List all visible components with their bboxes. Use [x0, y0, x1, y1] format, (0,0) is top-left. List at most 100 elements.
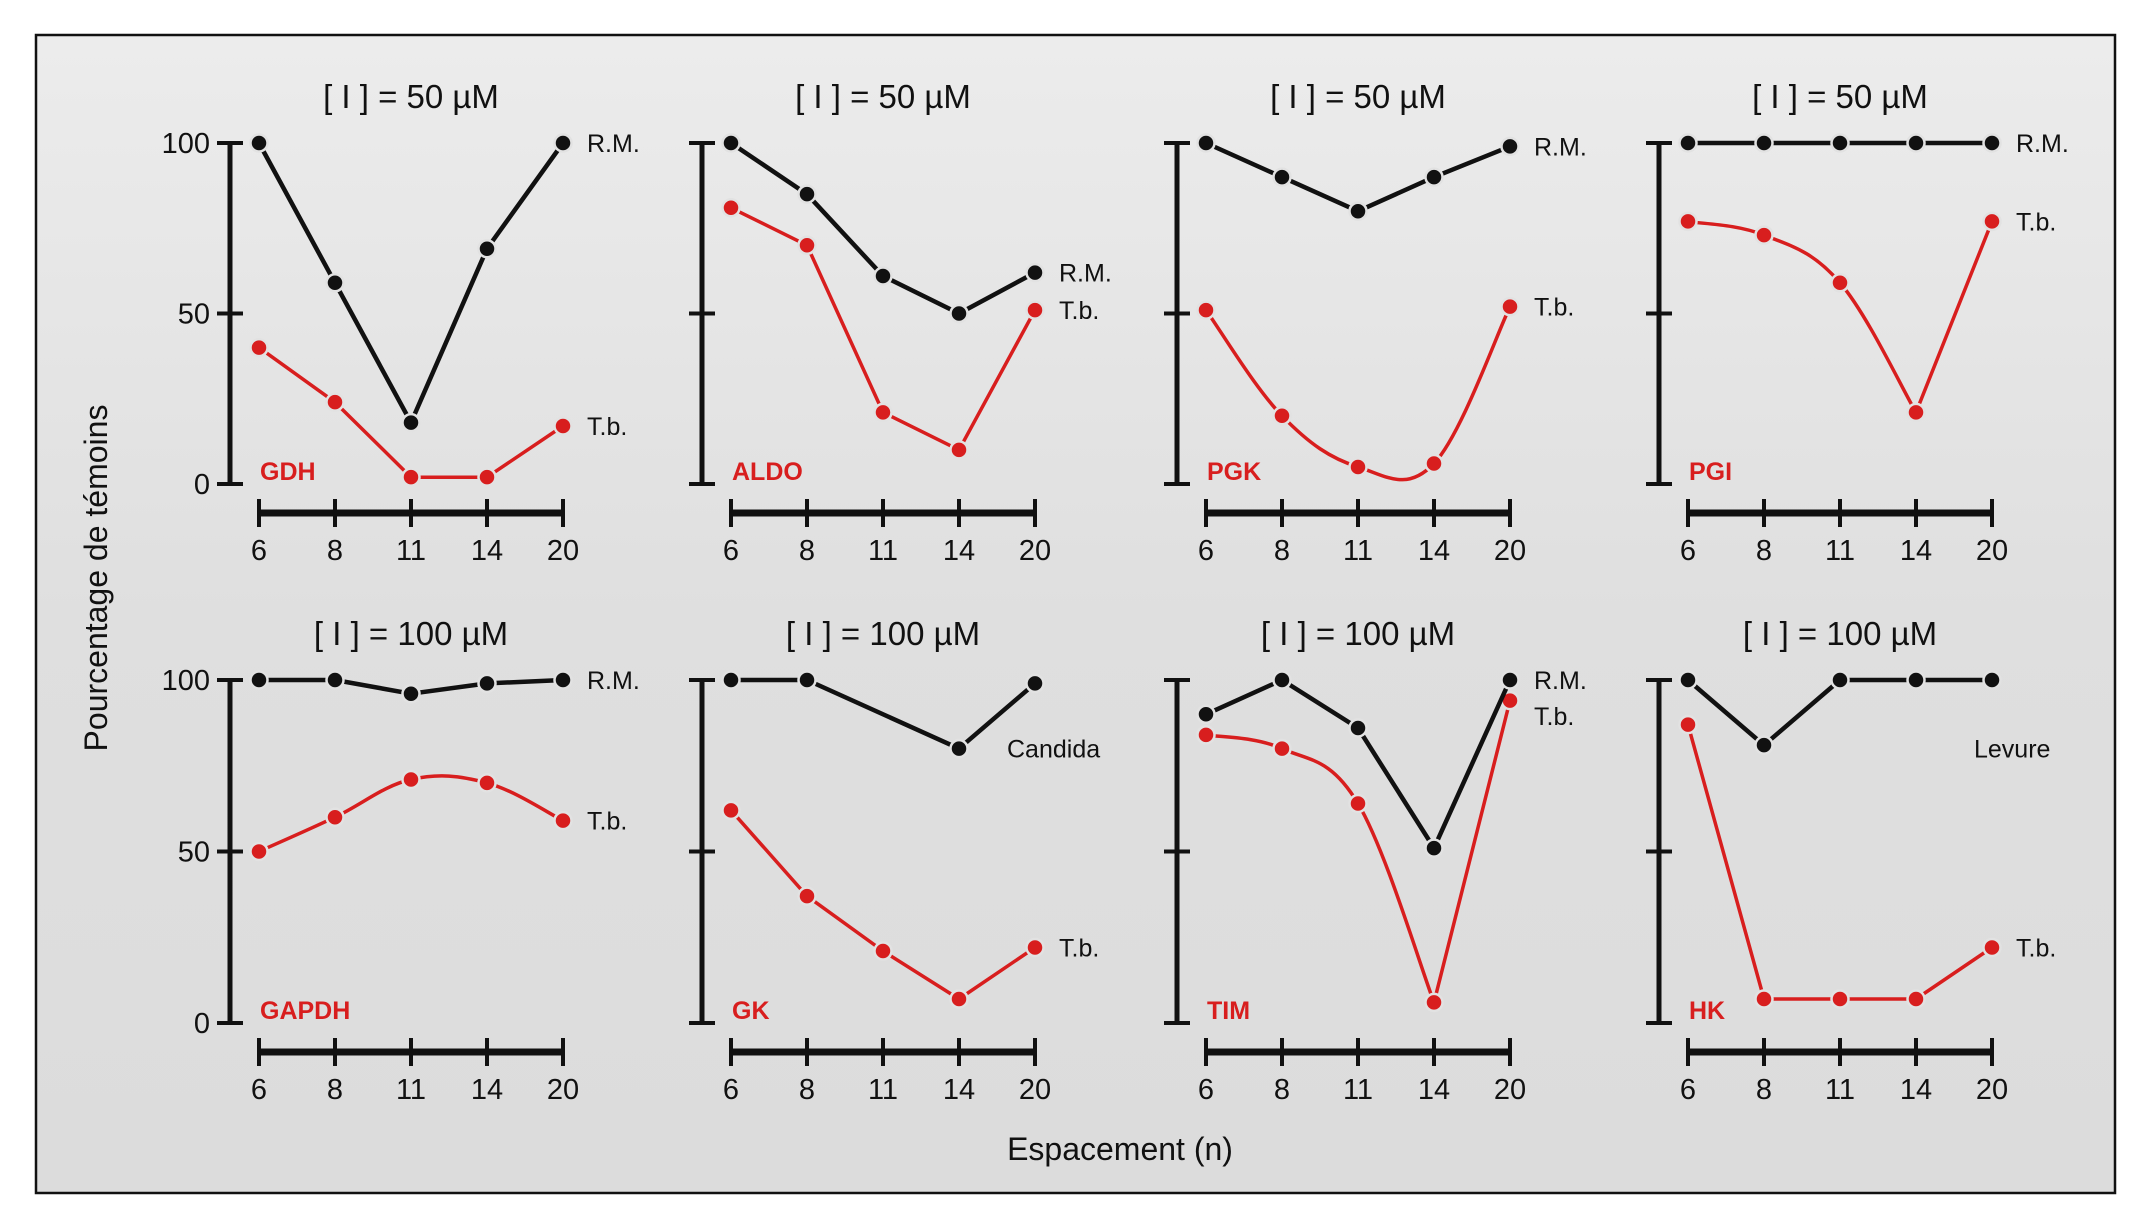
- series-rm: [1196, 670, 1520, 858]
- panel-title: [ I ] = 50 µM: [1270, 78, 1446, 115]
- data-point: [949, 303, 969, 324]
- data-point: [1678, 133, 1698, 153]
- data-point: [1424, 992, 1444, 1013]
- data-point: [1982, 670, 2002, 690]
- enzyme-label: PGI: [1689, 458, 1732, 486]
- data-point: [1196, 133, 1216, 153]
- series-label: Candida: [1007, 736, 1100, 764]
- y-tick-label: 100: [162, 128, 210, 160]
- x-tick-label: 6: [251, 1074, 267, 1106]
- series-tb: [1678, 211, 2002, 423]
- series-label: R.M.: [1534, 667, 1587, 695]
- enzyme-label: ALDO: [732, 458, 803, 486]
- x-tick-label: 6: [1680, 535, 1696, 567]
- data-point: [1500, 136, 1520, 157]
- y-tick-label: 50: [178, 299, 210, 331]
- data-point: [1678, 714, 1698, 735]
- enzyme-label: TIM: [1207, 997, 1250, 1025]
- data-point: [1500, 670, 1520, 690]
- data-point: [721, 133, 741, 153]
- data-point: [1272, 670, 1292, 690]
- data-point: [1830, 273, 1850, 293]
- data-point: [797, 184, 817, 204]
- data-point: [477, 238, 497, 259]
- data-point: [1754, 989, 1774, 1009]
- data-point: [1272, 167, 1292, 187]
- data-point: [1196, 725, 1216, 745]
- x-tick-label: 14: [1418, 1074, 1450, 1106]
- x-tick-label: 14: [943, 535, 975, 567]
- series-label: T.b.: [587, 808, 627, 836]
- data-point: [249, 670, 269, 690]
- data-point: [477, 673, 497, 694]
- x-tick-label: 8: [327, 535, 343, 567]
- data-point: [949, 989, 969, 1009]
- series-candida: [721, 670, 1045, 759]
- data-point: [1196, 300, 1216, 320]
- data-point: [249, 133, 269, 153]
- y-tick-label: 0: [194, 469, 210, 501]
- x-tick-label: 8: [799, 535, 815, 567]
- x-tick-label: 11: [1825, 535, 1855, 567]
- x-tick-label: 11: [1343, 535, 1373, 567]
- x-tick-label: 20: [547, 535, 579, 567]
- series-line: [1687, 219, 1994, 415]
- x-tick-label: 6: [251, 535, 267, 567]
- data-point: [1348, 201, 1368, 221]
- series-tb: [249, 769, 573, 862]
- data-point: [1906, 402, 1926, 423]
- x-tick-label: 20: [1494, 535, 1526, 567]
- x-tick-label: 6: [1680, 1074, 1696, 1106]
- data-point: [721, 670, 741, 690]
- enzyme-label: HK: [1689, 997, 1725, 1025]
- data-point: [1906, 989, 1926, 1009]
- data-point: [325, 807, 345, 827]
- series-levure: [1678, 670, 2002, 755]
- y-tick-label: 0: [194, 1008, 210, 1040]
- enzyme-label: GDH: [260, 458, 316, 486]
- data-point: [1272, 406, 1292, 426]
- data-point: [1348, 457, 1368, 477]
- data-point: [1424, 838, 1444, 858]
- data-point: [1348, 718, 1368, 738]
- series-label: Levure: [1974, 736, 2050, 764]
- panel-title: [ I ] = 100 µM: [786, 615, 980, 652]
- x-axis-title: Espacement (n): [1007, 1131, 1233, 1167]
- series-rm: [721, 133, 1045, 324]
- data-point: [1196, 704, 1216, 725]
- data-point: [1982, 937, 2002, 958]
- series-rm: [249, 133, 573, 433]
- x-tick-label: 11: [396, 535, 426, 567]
- data-point: [1348, 793, 1368, 814]
- panel-pgi: [ I ] = 50 µM 6 8 11 14 20 PGI R.M. T.b.: [1646, 78, 2069, 567]
- data-point: [1754, 735, 1774, 755]
- data-point: [477, 467, 497, 487]
- enzyme-label: GAPDH: [260, 997, 350, 1025]
- x-tick-label: 6: [1198, 535, 1214, 567]
- data-point: [797, 886, 817, 906]
- panel-title: [ I ] = 50 µM: [1752, 78, 1928, 115]
- data-point: [401, 467, 421, 487]
- y-axis-title: Pourcentage de témoins: [78, 405, 114, 752]
- data-point: [1678, 211, 1698, 232]
- data-point: [1754, 133, 1774, 153]
- data-point: [1025, 937, 1045, 958]
- series-label: T.b.: [1059, 297, 1099, 325]
- x-tick-label: 20: [1976, 1074, 2008, 1106]
- data-point: [1424, 453, 1444, 474]
- x-tick-label: 14: [943, 1074, 975, 1106]
- x-tick-label: 6: [1198, 1074, 1214, 1106]
- panel-title: [ I ] = 50 µM: [323, 78, 499, 115]
- data-point: [949, 440, 969, 460]
- series-rm: [1196, 133, 1520, 221]
- data-point: [873, 402, 893, 423]
- data-point: [325, 670, 345, 690]
- x-tick-label: 8: [799, 1074, 815, 1106]
- series-label: R.M.: [1059, 260, 1112, 288]
- data-point: [1025, 300, 1045, 320]
- x-tick-label: 11: [1343, 1074, 1373, 1106]
- data-point: [1830, 133, 1850, 153]
- data-point: [249, 841, 269, 862]
- enzyme-label: PGK: [1207, 458, 1261, 486]
